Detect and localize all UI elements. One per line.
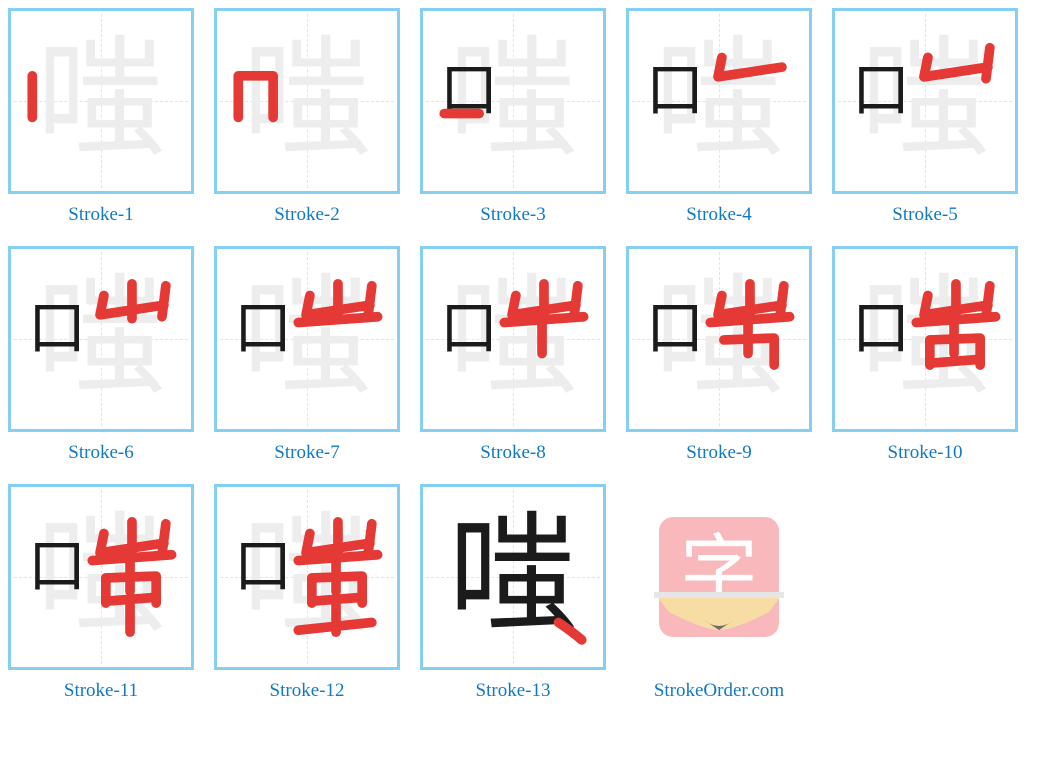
- stroke-cell-5: 嗤口 Stroke-5: [832, 8, 1018, 226]
- glyph-wrap: 嗤口: [11, 249, 191, 429]
- ghost-character: 嗤: [242, 36, 372, 166]
- stroke-caption: Stroke-2: [274, 204, 339, 226]
- stroke-caption: Stroke-13: [476, 680, 551, 702]
- stroke-caption: Stroke-6: [68, 442, 133, 464]
- stroke-tile: 嗤: [214, 8, 400, 194]
- glyph-wrap: 嗤口: [629, 11, 809, 191]
- glyph-wrap: 嗤口: [217, 249, 397, 429]
- stroke-cell-10: 嗤口 Stroke-10: [832, 246, 1018, 464]
- stroke-caption: Stroke-7: [274, 442, 339, 464]
- stroke-tile: 嗤口: [626, 8, 812, 194]
- stroke-tile: 嗤: [8, 8, 194, 194]
- drawn-character: 口: [852, 300, 911, 359]
- stroke-caption: Stroke-1: [68, 204, 133, 226]
- drawn-character: 口: [234, 538, 293, 597]
- stroke-tile: 嗤: [420, 484, 606, 670]
- stroke-tile: 嗤口: [420, 246, 606, 432]
- drawn-character: 口: [646, 62, 705, 121]
- stroke-caption: Stroke-5: [892, 204, 957, 226]
- glyph-wrap: 嗤口: [217, 487, 397, 667]
- stroke-cell-9: 嗤口 Stroke-9: [626, 246, 812, 464]
- stroke-cell-6: 嗤口 Stroke-6: [8, 246, 194, 464]
- stroke-cell-12: 嗤口 Stroke-12: [214, 484, 400, 702]
- stroke-order-grid: 嗤Stroke-1嗤Stroke-2嗤口Stroke-3嗤口Stroke-4嗤口…: [8, 8, 1042, 702]
- stroke-caption: Stroke-10: [888, 442, 963, 464]
- stroke-tile: 嗤口: [420, 8, 606, 194]
- glyph-wrap: 嗤: [11, 11, 191, 191]
- stroke-cell-11: 嗤口 Stroke-11: [8, 484, 194, 702]
- stroke-tile: 嗤口: [832, 8, 1018, 194]
- stroke-tile: 嗤口: [626, 246, 812, 432]
- stroke-caption: Stroke-8: [480, 442, 545, 464]
- glyph-wrap: 嗤口: [11, 487, 191, 667]
- glyph-wrap: 嗤口: [423, 249, 603, 429]
- stroke-cell-1: 嗤 Stroke-1: [8, 8, 194, 226]
- drawn-character: 嗤: [448, 512, 578, 642]
- drawn-character: 口: [440, 300, 499, 359]
- stroke-cell-3: 嗤口 Stroke-3: [420, 8, 606, 226]
- ghost-character: 嗤: [36, 36, 166, 166]
- drawn-character: 口: [852, 62, 911, 121]
- drawn-character: 口: [28, 300, 87, 359]
- stroke-tile: 嗤口: [8, 246, 194, 432]
- glyph-wrap: 嗤口: [629, 249, 809, 429]
- logo-tile: 字: [626, 484, 812, 670]
- stroke-caption: Stroke-12: [270, 680, 345, 702]
- drawn-character: 口: [234, 300, 293, 359]
- drawn-character: 口: [28, 538, 87, 597]
- stroke-tile: 嗤口: [214, 484, 400, 670]
- stroke-cell-13: 嗤 Stroke-13: [420, 484, 606, 702]
- drawn-character: 口: [646, 300, 705, 359]
- stroke-caption: Stroke-9: [686, 442, 751, 464]
- pencil-icon: [654, 592, 784, 632]
- stroke-tile: 嗤口: [214, 246, 400, 432]
- stroke-cell-2: 嗤 Stroke-2: [214, 8, 400, 226]
- glyph-wrap: 嗤口: [835, 11, 1015, 191]
- drawn-character: 口: [440, 62, 499, 121]
- site-caption: StrokeOrder.com: [654, 680, 784, 702]
- glyph-wrap: 嗤口: [835, 249, 1015, 429]
- stroke-cell-8: 嗤口 Stroke-8: [420, 246, 606, 464]
- stroke-tile: 嗤口: [832, 246, 1018, 432]
- glyph-wrap: 嗤口: [423, 11, 603, 191]
- glyph-wrap: 嗤: [423, 487, 603, 667]
- stroke-caption: Stroke-4: [686, 204, 751, 226]
- stroke-tile: 嗤口: [8, 484, 194, 670]
- stroke-caption: Stroke-3: [480, 204, 545, 226]
- stroke-cell-7: 嗤口 Stroke-7: [214, 246, 400, 464]
- stroke-cell-4: 嗤口 Stroke-4: [626, 8, 812, 226]
- stroke-caption: Stroke-11: [64, 680, 138, 702]
- glyph-wrap: 嗤: [217, 11, 397, 191]
- logo-cell: 字 StrokeOrder.com: [626, 484, 812, 702]
